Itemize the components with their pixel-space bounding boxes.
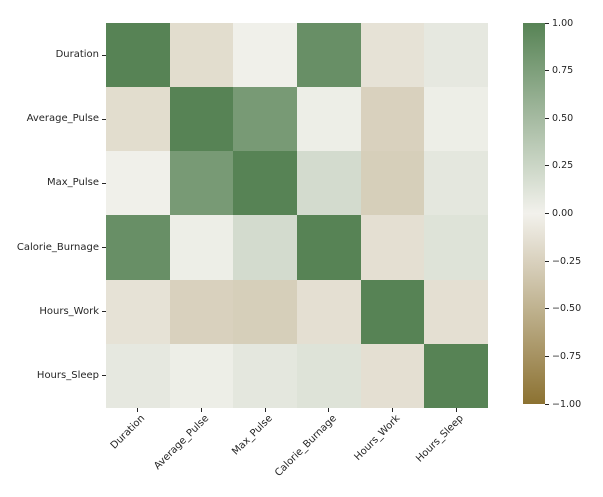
colorbar-tick-mark — [545, 213, 549, 214]
heatmap-cell — [424, 151, 488, 216]
x-tick-mark — [455, 408, 457, 412]
colorbar-tick-label: −0.50 — [552, 303, 582, 315]
heatmap-cell — [360, 215, 425, 280]
x-tick-label: Hours_Sleep — [414, 413, 466, 465]
colorbar-tick-label: 1.00 — [552, 17, 574, 29]
y-tick-label: Average_Pulse — [26, 113, 99, 125]
heatmap-cell — [297, 23, 361, 88]
x-tick-mark — [328, 408, 330, 412]
x-tick-mark — [201, 408, 202, 412]
y-tick-mark — [102, 311, 106, 313]
x-tick-label: Average_Pulse — [152, 413, 212, 472]
heatmap-cell — [169, 215, 234, 280]
y-tick-mark — [102, 118, 106, 120]
heatmap-cell — [233, 343, 297, 408]
heatmap-cell — [169, 151, 234, 216]
x-tick-label: Hours_Work — [352, 413, 403, 463]
heatmap-cell — [106, 343, 170, 408]
heatmap-cell — [169, 23, 234, 88]
y-tick-mark — [102, 54, 106, 56]
heatmap-cell — [360, 279, 425, 344]
y-tick-label: Max_Pulse — [46, 177, 99, 189]
colorbar-tick-label: 0.50 — [552, 112, 574, 124]
colorbar-tick-label: −0.75 — [552, 350, 582, 362]
x-tick-label: Duration — [109, 413, 148, 452]
heatmap-cell — [297, 279, 361, 344]
colorbar-tick-mark — [545, 70, 549, 72]
heatmap-cell — [233, 279, 297, 344]
heatmap-cell — [424, 343, 488, 408]
heatmap-cell — [360, 151, 425, 216]
y-tick-label: Hours_Sleep — [36, 369, 99, 381]
heatmap-cell — [297, 87, 361, 152]
heatmap-cell — [169, 279, 234, 344]
x-tick-mark — [137, 408, 139, 412]
heatmap-cell — [233, 215, 297, 280]
heatmap-cell — [106, 151, 170, 216]
colorbar-tick-mark — [545, 117, 549, 119]
heatmap-cell — [169, 87, 234, 152]
y-tick-mark — [102, 247, 106, 249]
colorbar-tick-mark — [545, 260, 549, 262]
colorbar-tick-label: −0.25 — [552, 255, 582, 267]
heatmap-cell — [169, 343, 234, 408]
heatmap-cell — [297, 343, 361, 408]
heatmap-cell — [106, 23, 170, 88]
heatmap-cell — [106, 87, 170, 152]
colorbar-tick-label: 0.75 — [552, 65, 574, 77]
heatmap-cell — [233, 87, 297, 152]
colorbar-tick-mark — [545, 355, 549, 357]
colorbar-tick-label: −1.00 — [552, 398, 582, 410]
colorbar-gradient — [523, 23, 545, 404]
colorbar-tick-mark — [545, 22, 549, 24]
x-tick-label: Max_Pulse — [230, 413, 275, 458]
colorbar-tick-label: 0.00 — [552, 208, 574, 219]
heatmap-cell — [233, 23, 297, 88]
colorbar — [523, 23, 545, 404]
y-tick-mark — [102, 182, 106, 184]
heatmap-cell — [297, 151, 361, 216]
heatmap-cell — [106, 279, 170, 344]
heatmap-cell — [424, 279, 488, 344]
heatmap-cell — [106, 215, 170, 280]
heatmap-cell — [297, 215, 361, 280]
heatmap-cell — [424, 23, 488, 88]
x-tick-mark — [264, 408, 266, 412]
x-tick-label: Calorie_Burnage — [272, 413, 339, 479]
heatmap-cell — [360, 87, 425, 152]
y-tick-label: Calorie_Burnage — [16, 241, 99, 253]
heatmap-cell — [233, 151, 297, 216]
colorbar-tick-mark — [545, 403, 549, 405]
heatmap-grid — [106, 23, 488, 408]
y-tick-mark — [102, 375, 106, 377]
y-tick-label: Hours_Work — [39, 305, 99, 317]
heatmap-cell — [424, 215, 488, 280]
colorbar-tick-mark — [545, 308, 549, 310]
heatmap-cell — [424, 87, 488, 152]
heatmap-cell — [360, 23, 425, 88]
colorbar-tick-mark — [545, 165, 549, 167]
y-tick-label: Duration — [55, 49, 99, 61]
x-tick-mark — [392, 408, 393, 412]
heatmap-cell — [360, 343, 425, 408]
colorbar-tick-label: 0.25 — [552, 160, 574, 172]
